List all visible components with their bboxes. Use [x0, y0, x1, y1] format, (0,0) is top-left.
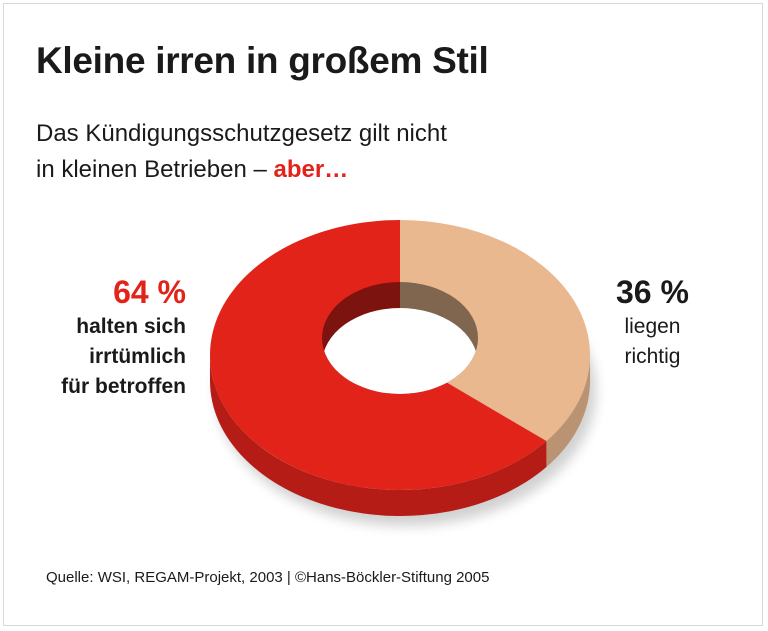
slice-text-line: liegen [624, 315, 681, 338]
data-label-64: 64 % [113, 274, 186, 310]
slice-text-line: richtig [624, 345, 681, 368]
slice-text-line: halten sich [76, 315, 186, 338]
frame-border [3, 3, 763, 626]
slice-label-64: 64 % halten sich irrtümlich für betroffe… [61, 272, 186, 402]
subtitle-line-1: Das Kündigungsschutzgesetz gilt nicht [36, 120, 447, 147]
donut-side-36 [546, 355, 590, 468]
slice-label-36: 36 % liegen richtig [616, 272, 689, 372]
chart-subtitle: Das Kündigungsschutzgesetz gilt nicht in… [36, 116, 447, 188]
subtitle-accent: aber… [273, 156, 349, 183]
donut-side-64 [210, 355, 547, 516]
source-note: Quelle: WSI, REGAM-Projekt, 2003 | ©Hans… [46, 569, 490, 586]
slice-text-line: für betroffen [61, 375, 186, 398]
slice-text-line: irrtümlich [89, 345, 186, 368]
slice-36 [400, 220, 590, 442]
chart-title: Kleine irren in großem Stil [36, 40, 489, 81]
data-label-36: 36 % [616, 274, 689, 310]
subtitle-line-2-text: in kleinen Betrieben – [36, 156, 267, 183]
subtitle-line-2: in kleinen Betrieben – aber… [36, 152, 447, 188]
